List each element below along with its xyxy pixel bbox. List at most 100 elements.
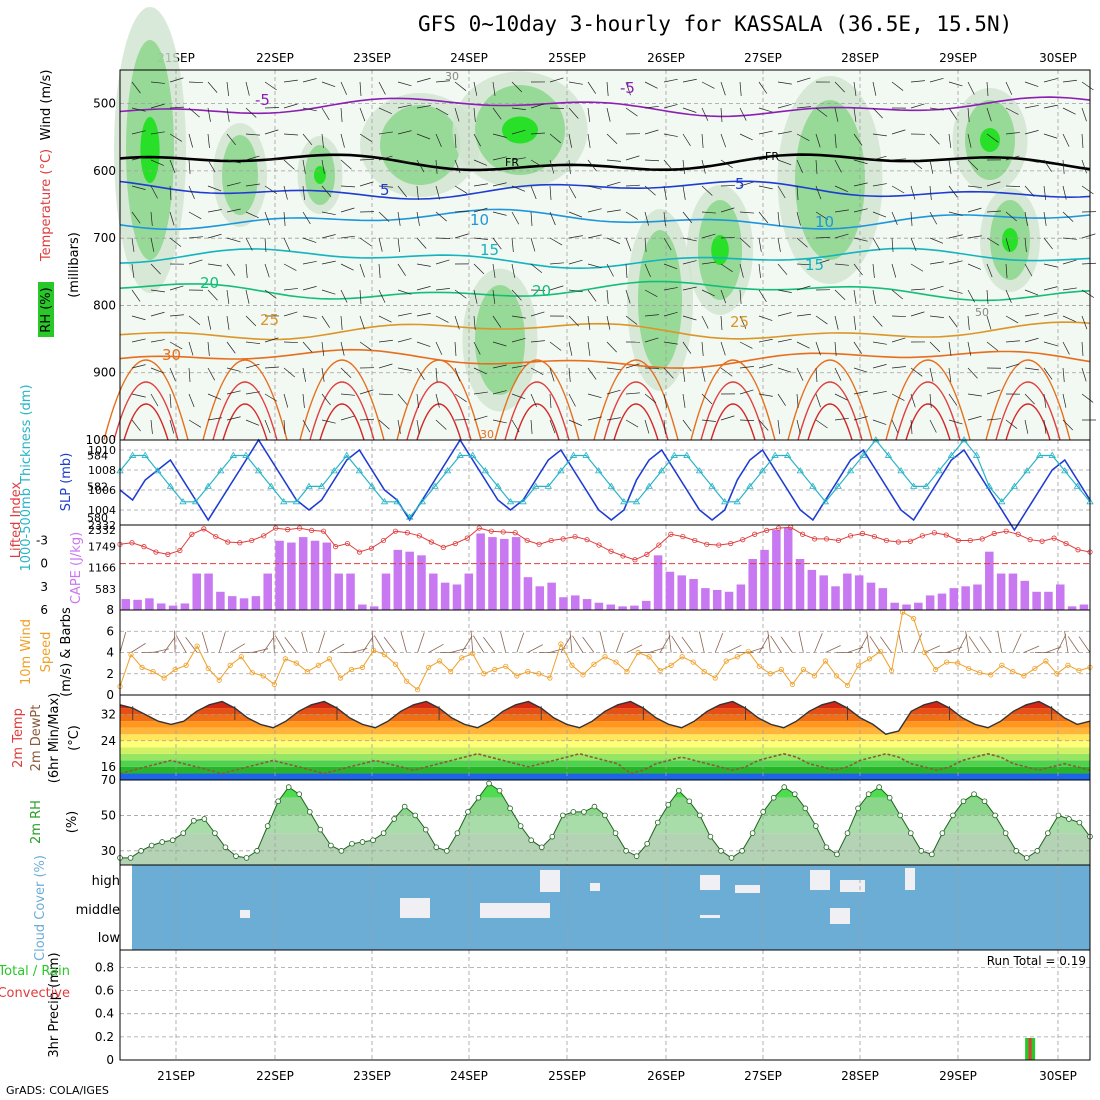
wind-barb	[169, 314, 184, 317]
wind-barb	[891, 315, 907, 317]
wind-barb	[587, 208, 602, 213]
wind-barb	[986, 341, 999, 351]
rh-shade-area	[475, 285, 525, 395]
isotherm-label: 30	[162, 346, 181, 364]
wind-barb	[359, 181, 374, 187]
thickness-marker	[229, 451, 238, 458]
wind-barb	[986, 289, 989, 304]
rh-marker	[570, 809, 577, 815]
wind-barb	[549, 393, 552, 408]
wind-barb	[834, 209, 849, 213]
rh-marker	[180, 830, 187, 836]
wind-barb	[272, 630, 275, 653]
wind-barb	[910, 211, 913, 226]
tick-label-cloud: high	[92, 874, 120, 889]
wind-speed-marker	[966, 665, 972, 672]
lifted-index-marker	[548, 537, 554, 544]
lifted-index-marker	[871, 533, 878, 540]
wind-barb	[378, 131, 393, 135]
wind-barb	[929, 211, 938, 225]
tick-label-precip: 0.6	[95, 984, 114, 998]
wind-barb	[207, 159, 216, 173]
tick-label-date-bottom: 23SEP	[353, 1069, 391, 1083]
wind-speed-marker	[415, 687, 421, 693]
wind-barb	[321, 341, 325, 356]
wind-barb	[948, 107, 958, 120]
wind-barb	[150, 131, 165, 135]
wind-barb	[511, 289, 522, 301]
thickness-marker	[796, 467, 804, 474]
wind-speed-marker	[448, 669, 454, 675]
wind-barb	[169, 237, 182, 247]
wind-barb	[701, 315, 709, 329]
wind-barb	[644, 129, 659, 135]
wind-barb	[329, 643, 345, 653]
wind-barb	[1043, 263, 1058, 268]
isotherm-surface	[995, 381, 1061, 441]
wind-barb	[701, 419, 716, 422]
wind-barb	[948, 133, 952, 148]
wind-barb	[777, 367, 792, 373]
cape-bar	[843, 573, 852, 610]
cape-bar	[346, 573, 355, 610]
wind-barb	[1005, 315, 1019, 324]
wind-barb	[986, 389, 1001, 395]
wind-barb	[321, 260, 336, 265]
wind-barb	[777, 419, 781, 434]
wind-barb	[302, 78, 317, 83]
thickness-marker	[758, 467, 767, 474]
wind-barb	[359, 107, 366, 122]
wind-speed-marker	[811, 673, 818, 679]
lifted-index-marker	[752, 531, 758, 537]
wind-barb	[397, 289, 412, 295]
rh-marker	[844, 830, 851, 836]
axis-label-temperature: Temperature (°C)	[39, 149, 54, 262]
wind-barb	[720, 289, 727, 304]
rh-marker	[222, 844, 229, 851]
tick-label-pressure: 900	[93, 366, 116, 380]
wind-barb	[207, 81, 218, 93]
wind-barb	[698, 631, 705, 653]
wind-barb	[777, 211, 780, 226]
wind-barb	[568, 159, 571, 174]
thickness-marker	[657, 467, 666, 474]
wind-speed-marker	[580, 672, 586, 678]
temp-line	[119, 700, 1091, 735]
wind-barb	[568, 259, 583, 265]
wind-barb	[340, 207, 355, 213]
tick-label-pressure: 800	[93, 298, 116, 312]
wind-barb	[834, 107, 839, 122]
lifted-index-marker	[835, 537, 842, 544]
wind-speed-marker	[161, 675, 167, 681]
rh-shade-area	[140, 117, 160, 183]
wind-barb	[131, 81, 141, 94]
wind-barb	[530, 419, 533, 434]
rh-shade-area	[502, 116, 538, 144]
cape-bar	[689, 579, 698, 610]
isotherm-surface	[299, 359, 385, 441]
wind-speed-marker	[348, 666, 355, 673]
rh-shade-area	[222, 135, 258, 215]
isotherm-surface	[710, 403, 756, 441]
wind-barb	[796, 313, 811, 317]
wind-barb	[131, 263, 135, 278]
wind-barb	[739, 157, 754, 161]
axis-label-rh2m-unit: (%)	[65, 811, 80, 834]
rh-marker	[697, 812, 703, 819]
wind-barbs	[131, 77, 1097, 434]
isotherm-line	[119, 180, 1091, 200]
wind-barb	[492, 419, 507, 424]
wind-barb	[1056, 634, 1067, 653]
cape-bar	[854, 575, 864, 610]
wind-speed-marker	[646, 654, 652, 660]
wind-barb	[131, 107, 146, 112]
cape-bar	[559, 597, 568, 610]
lifted-index-marker	[368, 545, 375, 551]
wind-barb	[435, 159, 438, 174]
wind-barb	[913, 633, 923, 653]
wind-barb	[492, 341, 507, 347]
thickness-marker	[985, 482, 993, 489]
isotherm-label: 25	[730, 313, 749, 331]
rh-marker	[665, 801, 672, 808]
wind-barb	[777, 159, 792, 166]
